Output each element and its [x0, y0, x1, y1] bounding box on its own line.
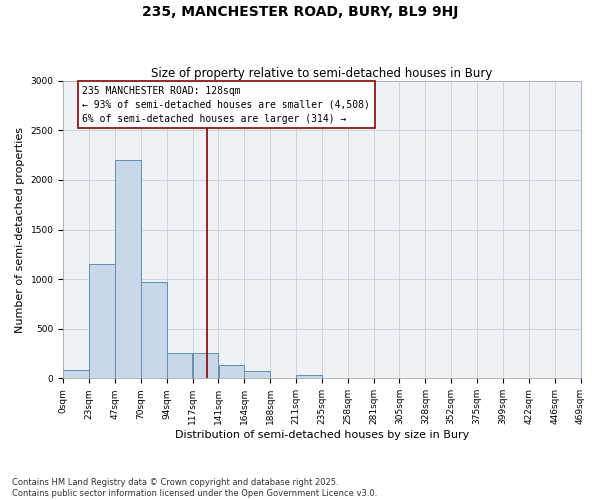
Bar	[115, 160, 141, 378]
Text: 235 MANCHESTER ROAD: 128sqm
← 93% of semi-detached houses are smaller (4,508)
6%: 235 MANCHESTER ROAD: 128sqm ← 93% of sem…	[82, 86, 370, 124]
Bar	[193, 352, 218, 378]
Text: 235, MANCHESTER ROAD, BURY, BL9 9HJ: 235, MANCHESTER ROAD, BURY, BL9 9HJ	[142, 5, 458, 19]
Text: Contains HM Land Registry data © Crown copyright and database right 2025.
Contai: Contains HM Land Registry data © Crown c…	[12, 478, 377, 498]
Bar	[64, 370, 89, 378]
Bar	[89, 264, 115, 378]
Bar	[218, 366, 244, 378]
Bar	[296, 376, 322, 378]
Bar	[167, 352, 193, 378]
Title: Size of property relative to semi-detached houses in Bury: Size of property relative to semi-detach…	[151, 66, 493, 80]
Bar	[244, 372, 270, 378]
X-axis label: Distribution of semi-detached houses by size in Bury: Distribution of semi-detached houses by …	[175, 430, 469, 440]
Bar	[141, 282, 167, 378]
Y-axis label: Number of semi-detached properties: Number of semi-detached properties	[15, 126, 25, 332]
